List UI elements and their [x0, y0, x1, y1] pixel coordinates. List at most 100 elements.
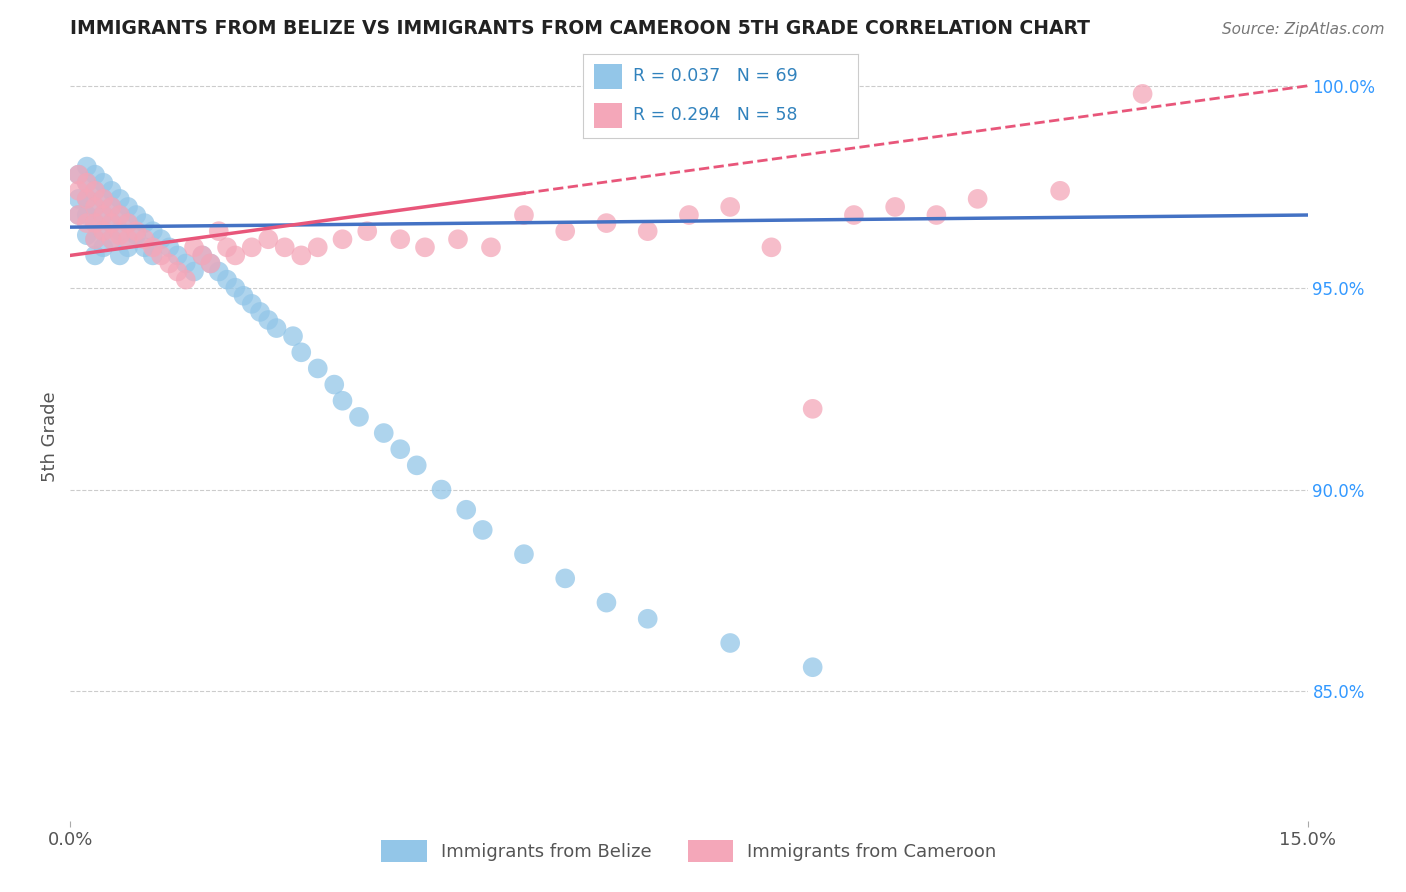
Point [67, 208, 90, 222]
Point [215, 240, 238, 254]
Point [84, 216, 107, 230]
Point [1132, 87, 1154, 101]
Text: Source: ZipAtlas.com: Source: ZipAtlas.com [1222, 22, 1385, 37]
Point [274, 240, 297, 254]
Point [389, 442, 412, 457]
Point [91, 192, 114, 206]
Point [801, 660, 824, 674]
Point [76, 192, 98, 206]
Point [84, 216, 107, 230]
Point [134, 232, 156, 246]
Point [91, 224, 114, 238]
Point [166, 248, 188, 262]
Point [142, 240, 165, 254]
Point [84, 232, 107, 246]
Point [67, 184, 90, 198]
Point [76, 208, 98, 222]
Point [200, 256, 222, 270]
Point [174, 272, 197, 286]
Point [108, 192, 131, 206]
Point [108, 208, 131, 222]
Point [332, 393, 354, 408]
Point [117, 216, 139, 230]
Point [84, 232, 107, 246]
Point [91, 240, 114, 254]
Point [240, 240, 263, 254]
Point [150, 232, 173, 246]
Point [257, 232, 280, 246]
Point [100, 200, 122, 214]
Point [456, 502, 478, 516]
Point [373, 425, 395, 440]
Point [67, 208, 90, 222]
Point [595, 216, 617, 230]
Point [966, 192, 988, 206]
Point [842, 208, 865, 222]
Point [718, 200, 741, 214]
Point [595, 596, 617, 610]
Point [183, 240, 205, 254]
Point [84, 248, 107, 262]
Point [67, 168, 90, 182]
Point [307, 240, 329, 254]
Point [801, 401, 824, 416]
Point [257, 313, 280, 327]
FancyBboxPatch shape [595, 63, 621, 89]
Point [84, 184, 107, 198]
Point [117, 232, 139, 246]
Point [91, 208, 114, 222]
Point [117, 216, 139, 230]
Point [224, 281, 246, 295]
Point [142, 224, 165, 238]
FancyBboxPatch shape [595, 103, 621, 128]
Point [150, 248, 173, 262]
Legend: Immigrants from Belize, Immigrants from Cameroon: Immigrants from Belize, Immigrants from … [374, 832, 1004, 869]
Point [884, 200, 907, 214]
Point [637, 612, 659, 626]
Text: IMMIGRANTS FROM BELIZE VS IMMIGRANTS FROM CAMEROON 5TH GRADE CORRELATION CHART: IMMIGRANTS FROM BELIZE VS IMMIGRANTS FRO… [70, 19, 1090, 38]
Point [224, 248, 246, 262]
Point [100, 184, 122, 198]
Point [108, 208, 131, 222]
Point [125, 228, 148, 243]
Point [76, 192, 98, 206]
Point [100, 200, 122, 214]
Point [191, 248, 214, 262]
Point [76, 176, 98, 190]
Point [100, 216, 122, 230]
Point [347, 409, 370, 424]
Point [240, 297, 263, 311]
Point [281, 329, 304, 343]
Point [157, 256, 180, 270]
Point [249, 305, 271, 319]
Point [266, 321, 288, 335]
Point [117, 240, 139, 254]
Point [513, 547, 536, 561]
Point [100, 232, 122, 246]
Point [208, 264, 231, 278]
Point [84, 184, 107, 198]
Point [405, 458, 427, 473]
Point [91, 224, 114, 238]
Point [290, 248, 312, 262]
Point [125, 224, 148, 238]
Text: R = 0.294   N = 58: R = 0.294 N = 58 [633, 106, 797, 124]
Point [471, 523, 494, 537]
Point [67, 192, 90, 206]
Point [134, 216, 156, 230]
Point [108, 228, 131, 243]
Point [761, 240, 783, 254]
Point [134, 240, 156, 254]
Point [67, 168, 90, 182]
Point [76, 176, 98, 190]
Point [232, 289, 254, 303]
Point [200, 256, 222, 270]
Point [447, 232, 470, 246]
Point [174, 256, 197, 270]
Point [554, 224, 576, 238]
Point [1049, 184, 1071, 198]
Point [307, 361, 329, 376]
Point [183, 264, 205, 278]
Point [76, 228, 98, 243]
Point [100, 232, 122, 246]
